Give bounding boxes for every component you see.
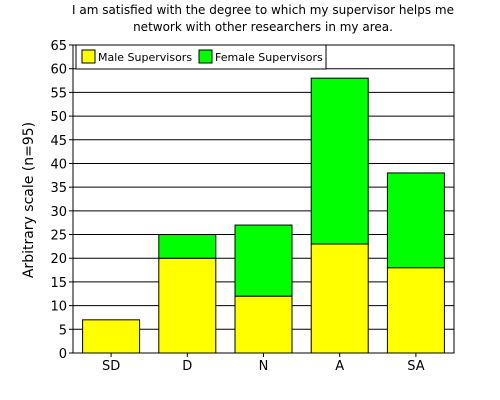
y-tick-label: 65: [50, 39, 67, 54]
legend-label-male: Male Supervisors: [98, 51, 192, 64]
x-axis-ticks: SD D N A SA: [102, 353, 425, 374]
legend-swatch-female: [198, 49, 213, 64]
bar-male-sd: [82, 319, 141, 354]
y-tick-label: 50: [50, 110, 67, 125]
bar-male-n: [234, 295, 293, 354]
y-axis-label: Arbitrary scale (n=95): [21, 122, 37, 278]
bars: [82, 77, 445, 354]
y-tick-label: 60: [50, 63, 67, 78]
x-tick-label: D: [182, 359, 192, 374]
y-tick-label: 10: [50, 300, 67, 315]
x-tick-label: N: [259, 359, 269, 374]
bar-male-sa: [386, 267, 445, 354]
y-tick-label: 30: [50, 205, 67, 220]
chart-title-line-2: network with other researchers in my are…: [133, 20, 393, 34]
bar-female-d: [158, 234, 217, 259]
y-tick-label: 55: [50, 86, 67, 101]
legend: Male Supervisors Female Supervisors: [75, 44, 327, 70]
bar-female-a: [310, 77, 369, 245]
bar-male-a: [310, 243, 369, 354]
legend-label-female: Female Supervisors: [215, 51, 323, 64]
y-tick-label: 5: [59, 323, 67, 338]
x-tick-label: A: [335, 359, 344, 374]
y-tick-label: 25: [50, 229, 67, 244]
bar-female-n: [234, 224, 293, 297]
y-tick-label: 15: [50, 276, 67, 291]
x-tick-label: SA: [407, 359, 424, 374]
legend-swatch-male: [81, 49, 96, 64]
y-tick-label: 0: [59, 347, 67, 362]
y-tick-label: 35: [50, 181, 67, 196]
y-tick-label: 40: [50, 157, 67, 172]
x-tick-label: SD: [102, 359, 120, 374]
bar-female-sa: [386, 172, 445, 269]
bar-male-d: [158, 257, 217, 354]
y-axis-ticks: 0 5 10 15 20 25 30 35 40 45 50 55 60 65: [50, 39, 73, 362]
y-tick-label: 45: [50, 134, 67, 149]
y-tick-label: 20: [50, 252, 67, 267]
chart-title-line-1: I am satisfied with the degree to which …: [72, 3, 454, 17]
